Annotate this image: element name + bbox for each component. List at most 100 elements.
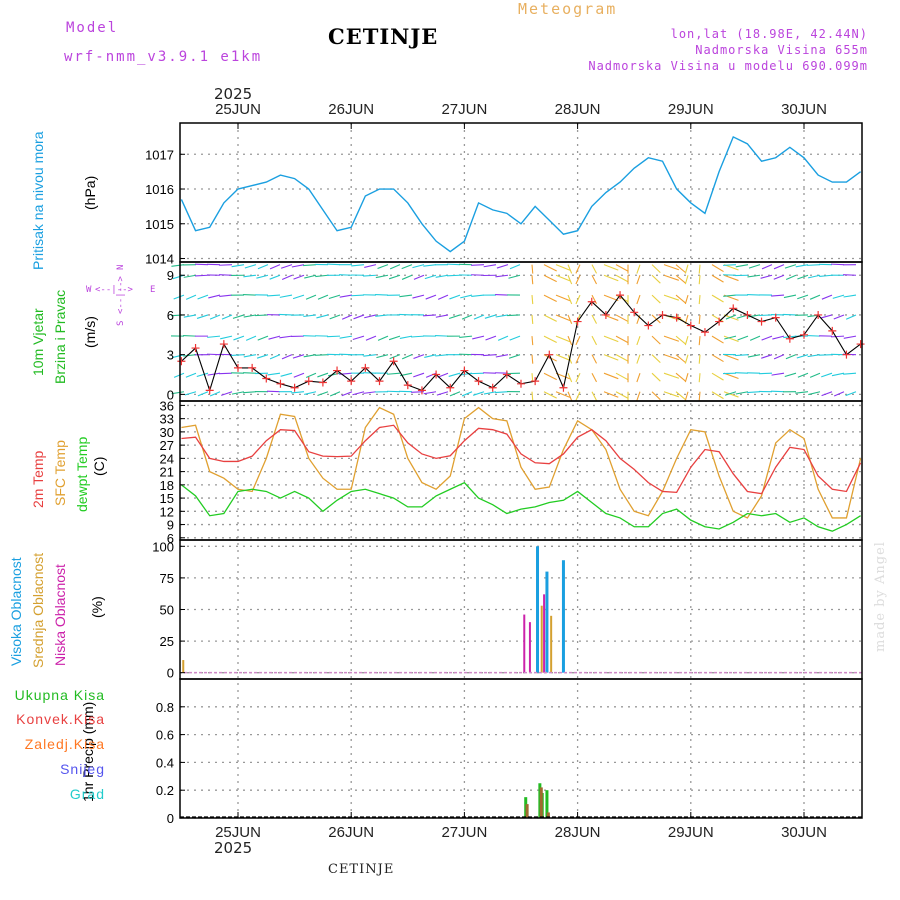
wind-arrow [555,335,571,343]
wind-arrow [651,264,661,274]
temp2m-line [181,424,862,495]
wind-gust-marker [417,386,426,395]
wind-gust-marker [686,321,695,330]
wind-arrow [183,354,197,357]
y-tick-label: 33 [160,412,174,427]
wind-gust-marker [545,350,554,359]
wind-arrow [651,335,661,345]
wind-arrow [304,274,317,279]
wind-arrow [603,372,619,380]
wind-arrow [448,314,461,320]
wind-arrow [684,391,689,401]
wind-arrow [495,274,509,278]
wind-gust-marker [587,297,596,306]
wind-arrow [424,274,437,280]
day-label-top: 29JUN [668,101,714,118]
wind-arrow [423,391,437,395]
wind-arrow [675,335,686,345]
wind-arrow [209,314,221,320]
wind-arrow [435,354,449,357]
wind-arrow [809,294,821,300]
wind-gust-marker [814,310,823,319]
wind-arrow [269,354,281,360]
wind-arrow [843,335,857,339]
wind-arrows [170,263,857,401]
panel-frame [179,400,863,541]
wind-arrow [339,274,353,276]
wind-arrow [843,372,857,375]
wind-arrow [509,335,521,341]
wind-arrow [495,354,509,358]
wind-gust-marker [658,310,667,319]
wind-arrow [363,391,377,394]
wind-arrow [339,335,353,339]
wind-gust-marker [262,374,271,383]
precip-bar [546,812,550,818]
y-tick-label: 15 [160,491,174,506]
wind-arrow [316,314,329,319]
wind-arrow [435,314,449,318]
wind-arrow [698,264,701,274]
wind-arrow [363,354,377,357]
y-tick-label: 30 [160,425,174,440]
data-layer [177,135,865,818]
year-top: 2025 [214,85,253,103]
wind-arrow [797,372,809,378]
wind-arrow [651,294,661,304]
wind-arrow [761,264,773,270]
wind-arrow [651,314,661,324]
precip-bar [525,804,529,818]
cloud-bar [528,622,531,673]
wind-gust-marker [219,340,228,349]
wind-arrow [243,391,257,394]
wind-arrow [185,294,197,300]
wind-arrow [663,264,680,271]
wind-arrow [567,264,573,274]
wind-arrow [591,264,598,274]
wind-arrow [497,335,509,341]
wind-gust-marker [517,379,525,388]
cloud-bar [182,660,185,673]
dewpt-line [181,481,861,532]
wind-arrow [459,335,473,339]
wind-arrow [196,314,209,319]
wind-arrow [291,264,305,268]
wind-arrow [663,391,680,398]
y-tick-label: 0.6 [156,728,174,743]
wind-gust-marker [828,326,837,335]
wind-arrow [376,354,389,359]
wind-arrow [675,274,686,284]
cloud-bar [523,614,526,673]
wind-gust-marker [616,291,625,300]
wind-arrow [351,264,365,267]
y-tick-label: 18 [160,478,174,493]
wind-arrow [591,314,598,324]
wind-arrow [449,391,461,397]
wind-arrow [636,354,641,364]
wind-arrow [245,335,257,341]
wind-arrow [724,335,737,340]
y-tick-label: 1014 [145,252,174,267]
y-tick-label: 0.2 [156,783,174,798]
wind-arrow [821,391,833,397]
wind-arrow [341,391,353,397]
wind-arrow [293,274,305,280]
wind-arrow [795,391,809,394]
wind-arrow [543,264,557,272]
wind-arrow [352,391,365,396]
wind-arrow [615,335,629,344]
wind-arrow [387,372,401,375]
wind-gust-marker [474,377,483,386]
wind-arrow [268,335,281,340]
model-name: wrf-nmm_v3.9.1 e1km [64,49,263,65]
wind-arrow [183,274,197,278]
wind-arrow [256,274,269,279]
wind-arrow [243,294,257,296]
y-tick-label: 24 [160,451,174,466]
y-tick-label: 9 [167,518,174,533]
wind-arrow [663,354,680,361]
wind-arrow [761,354,773,359]
y-tick-label: 50 [160,603,174,618]
wind-gust-marker [361,363,370,372]
wind-arrow [413,274,425,280]
